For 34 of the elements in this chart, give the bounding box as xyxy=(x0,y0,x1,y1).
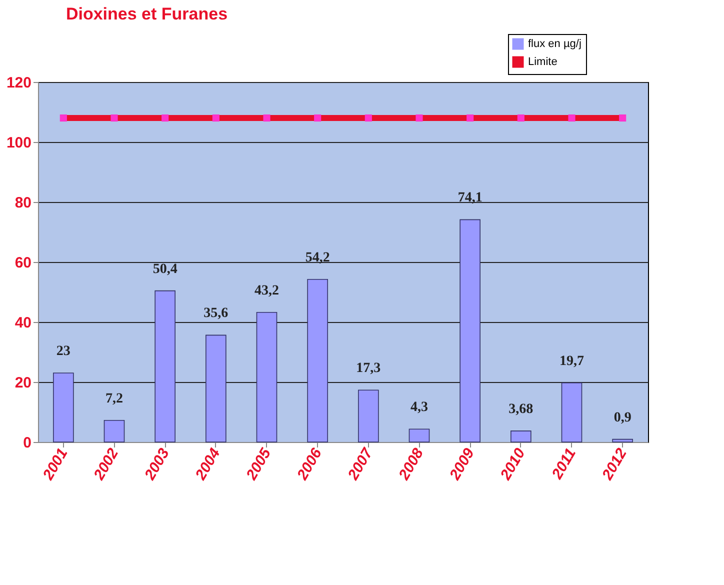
y-tick-label: 20 xyxy=(14,374,32,392)
bar xyxy=(510,430,532,442)
bar xyxy=(561,382,582,442)
data-label: 43,2 xyxy=(254,283,279,298)
y-tick-label: 40 xyxy=(14,314,32,332)
data-label: 3,68 xyxy=(508,402,534,417)
data-label: 23 xyxy=(56,344,70,359)
bar xyxy=(53,372,74,442)
bar xyxy=(154,290,176,442)
legend-label: Limite xyxy=(528,56,558,68)
data-label: 50,4 xyxy=(152,262,178,277)
data-label: 17,3 xyxy=(356,361,381,376)
data-label: 7,2 xyxy=(106,391,123,406)
bar xyxy=(408,428,430,442)
bar xyxy=(460,219,480,442)
data-label: 54,2 xyxy=(305,250,330,266)
y-tick-label: 100 xyxy=(6,134,32,152)
bar xyxy=(256,312,278,442)
bar xyxy=(358,390,379,442)
data-label: 4,3 xyxy=(410,400,428,416)
data-label: 35,6 xyxy=(204,306,228,322)
data-label: 74,1 xyxy=(458,190,482,206)
chart-title: Dioxines et Furanes xyxy=(66,4,228,24)
y-tick-label: 0 xyxy=(23,434,32,452)
data-label: 0,9 xyxy=(614,410,632,426)
y-tick-label: 60 xyxy=(14,254,32,272)
y-tick-label: 120 xyxy=(6,74,32,92)
bar xyxy=(612,438,633,442)
y-tick-label: 80 xyxy=(14,194,32,212)
legend-label: flux en µg/j xyxy=(528,38,582,50)
data-label: 19,7 xyxy=(560,354,584,369)
bar xyxy=(104,420,125,442)
bar xyxy=(307,279,328,442)
bar xyxy=(206,334,226,442)
